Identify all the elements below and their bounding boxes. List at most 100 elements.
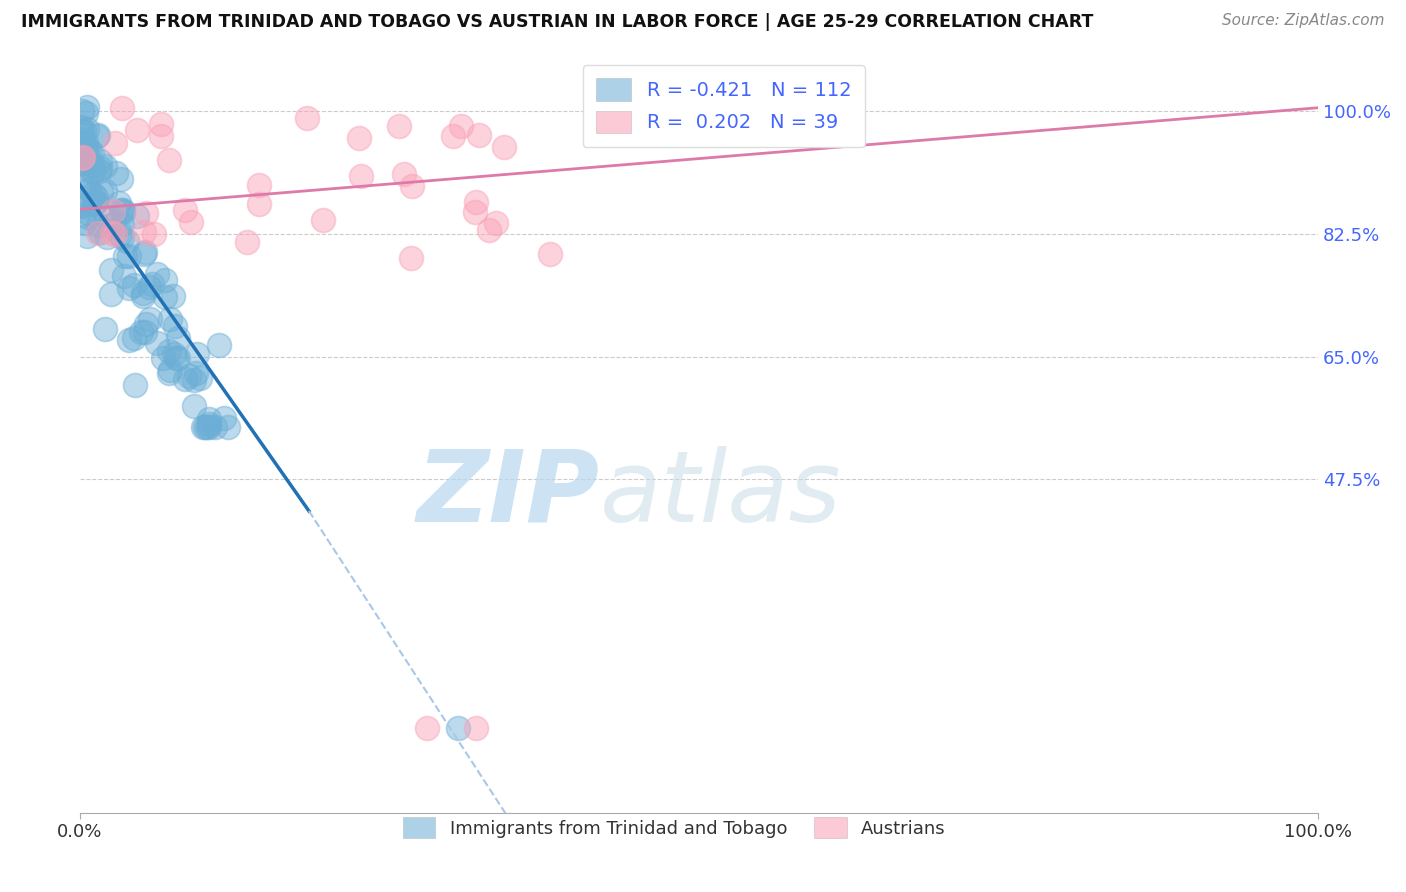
Point [450, 120, 472, 134]
Point [75, 147, 97, 161]
Point [118, 249, 141, 263]
Point [145, 335, 167, 350]
Point [72, 152, 94, 166]
Point [157, 367, 180, 381]
Point [312, 213, 335, 227]
Point [152, 351, 174, 366]
Point [167, 351, 190, 366]
Point [110, 172, 132, 186]
Point [108, 227, 131, 242]
Point [162, 289, 184, 303]
Point [89, 164, 111, 178]
Point [87, 128, 110, 143]
Point [77, 143, 100, 157]
Point [125, 123, 148, 137]
Point [195, 420, 218, 434]
Point [492, 140, 515, 154]
Point [73, 123, 96, 137]
Point [217, 420, 239, 434]
Point [295, 112, 318, 126]
Point [86, 129, 108, 144]
Point [145, 268, 167, 282]
Point [135, 206, 157, 220]
Point [84, 190, 107, 204]
Point [89, 225, 111, 239]
Point [70, 199, 93, 213]
Point [75, 136, 97, 150]
Point [247, 178, 270, 192]
Point [104, 227, 127, 241]
Point [188, 371, 211, 385]
Point [125, 209, 148, 223]
Point [70, 120, 93, 134]
Point [80, 165, 103, 179]
Point [399, 251, 422, 265]
Point [70, 155, 93, 169]
Point [139, 311, 162, 326]
Point [114, 268, 136, 283]
Point [464, 204, 486, 219]
Point [118, 281, 141, 295]
Point [159, 363, 181, 377]
Point [86, 226, 108, 240]
Point [111, 101, 134, 115]
Point [110, 202, 132, 217]
Point [134, 247, 156, 261]
Point [103, 136, 125, 151]
Text: IMMIGRANTS FROM TRINIDAD AND TOBAGO VS AUSTRIAN IN LABOR FORCE | AGE 25-29 CORRE: IMMIGRANTS FROM TRINIDAD AND TOBAGO VS A… [21, 13, 1094, 31]
Point [159, 312, 181, 326]
Point [77, 206, 100, 220]
Point [72, 103, 94, 118]
Point [105, 165, 128, 179]
Point [485, 216, 508, 230]
Point [134, 244, 156, 259]
Point [115, 234, 138, 248]
Point [122, 277, 145, 292]
Point [89, 186, 111, 200]
Point [94, 322, 117, 336]
Point [111, 229, 134, 244]
Point [77, 182, 100, 196]
Point [70, 123, 93, 137]
Point [208, 338, 231, 352]
Point [166, 331, 188, 345]
Point [94, 184, 117, 198]
Point [204, 420, 226, 434]
Point [73, 135, 96, 149]
Point [122, 331, 145, 345]
Point [350, 169, 373, 183]
Point [96, 230, 118, 244]
Point [72, 198, 94, 212]
Point [76, 100, 98, 114]
Point [100, 287, 122, 301]
Point [101, 204, 124, 219]
Point [111, 218, 134, 232]
Point [135, 317, 157, 331]
Point [149, 117, 172, 131]
Point [149, 129, 172, 144]
Text: ZIP: ZIP [418, 446, 600, 543]
Point [465, 194, 488, 209]
Point [77, 210, 100, 224]
Point [388, 119, 411, 133]
Point [401, 178, 423, 193]
Point [87, 218, 110, 232]
Point [82, 187, 104, 202]
Point [191, 420, 214, 434]
Point [89, 161, 111, 175]
Point [112, 205, 135, 219]
Point [186, 347, 208, 361]
Point [141, 277, 163, 291]
Point [117, 333, 139, 347]
Point [162, 347, 184, 361]
Point [157, 153, 180, 167]
Legend: Immigrants from Trinidad and Tobago, Austrians: Immigrants from Trinidad and Tobago, Aus… [395, 810, 953, 846]
Point [80, 158, 103, 172]
Point [98, 219, 121, 233]
Point [73, 216, 96, 230]
Point [174, 372, 197, 386]
Point [70, 194, 93, 209]
Point [76, 229, 98, 244]
Point [132, 286, 155, 301]
Point [143, 227, 166, 242]
